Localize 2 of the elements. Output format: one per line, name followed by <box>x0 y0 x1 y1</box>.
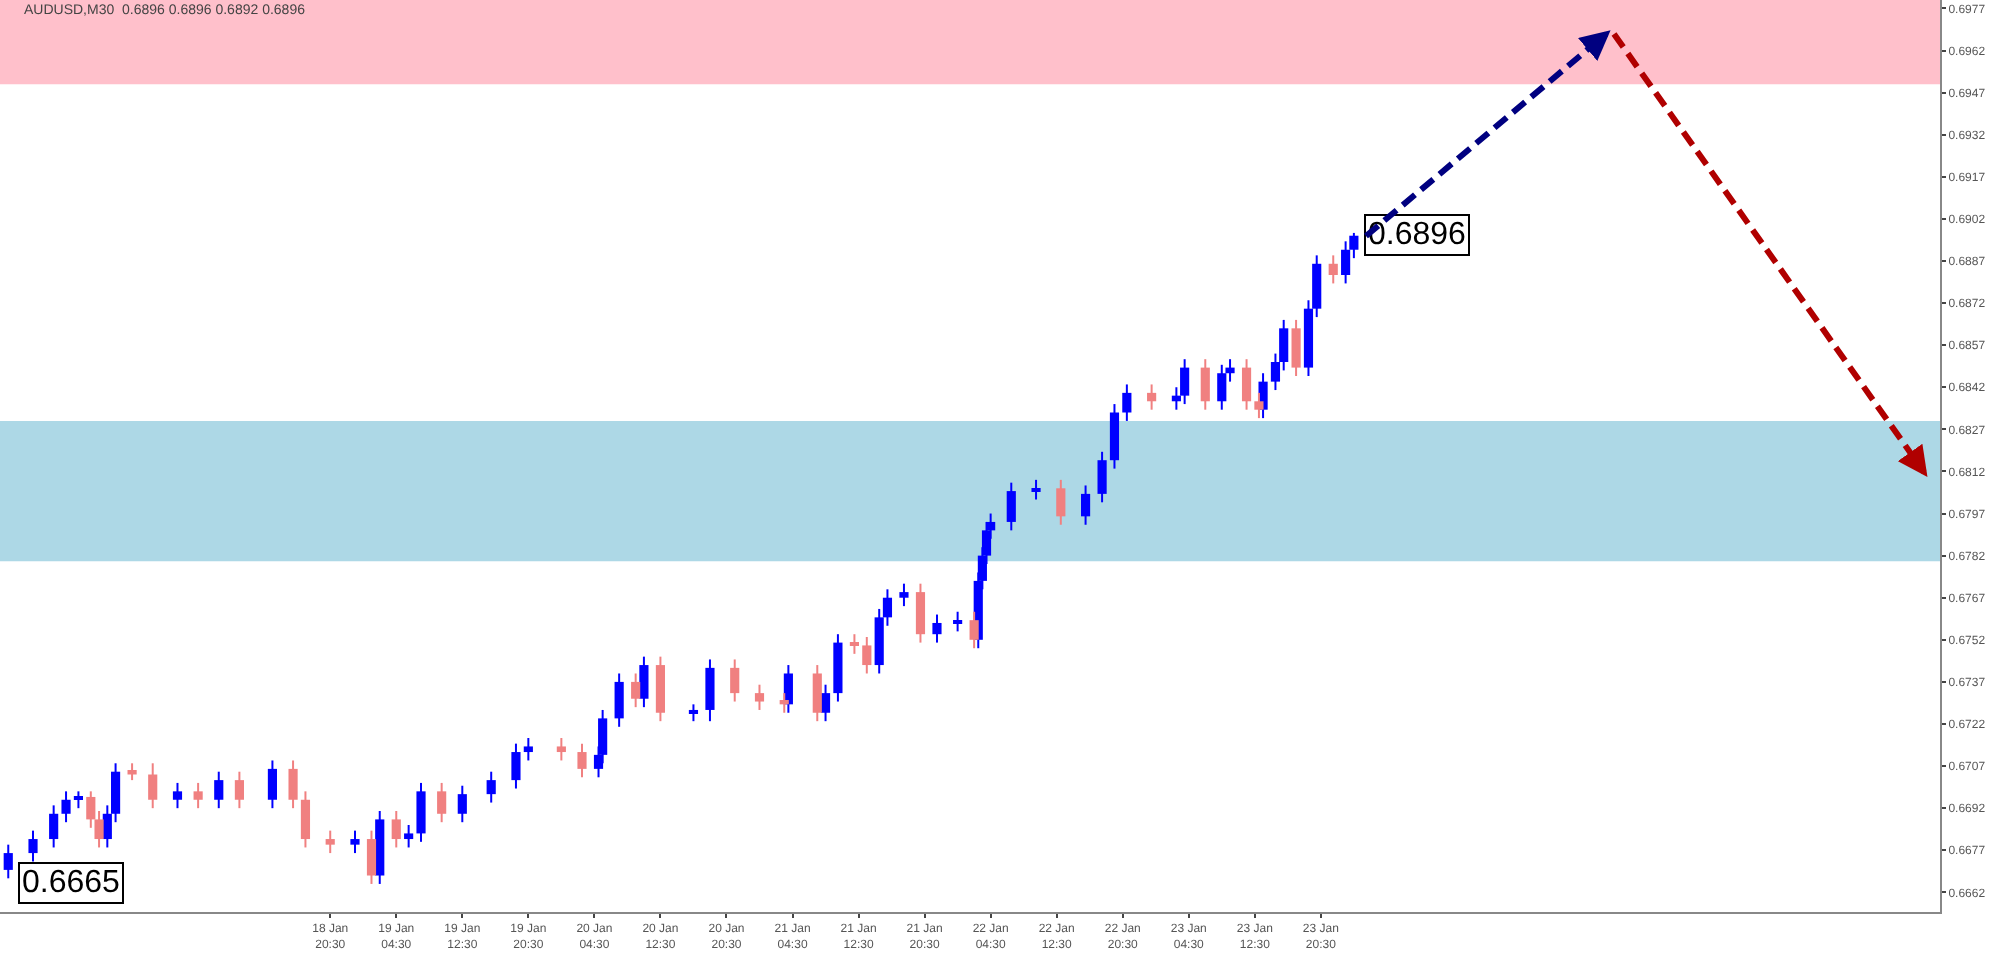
annotation: 0.6665 <box>22 866 121 900</box>
annotation: 0.6896 <box>1368 218 1467 252</box>
